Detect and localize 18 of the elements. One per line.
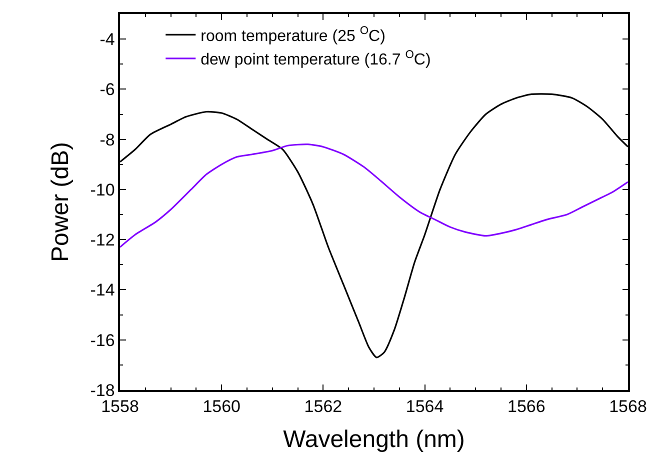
y-tick-label: -18 <box>90 380 115 400</box>
legend-label: room temperature (25 $^{O}$C) <box>200 25 386 45</box>
x-tick-label: 1564 <box>406 397 444 416</box>
legend-label: dew point temperature (16.7 $^{O}$C) <box>200 48 431 69</box>
y-tick-label: -14 <box>90 280 115 300</box>
x-tick-label: 1558 <box>101 397 139 416</box>
y-tick-label: -10 <box>90 180 115 200</box>
y-axis-title: Power (dB) <box>46 142 74 262</box>
y-tick-label: -4 <box>100 30 115 50</box>
y-tick-label: -8 <box>100 130 115 150</box>
x-tick-label: 1568 <box>609 397 647 416</box>
x-tick-label: 1566 <box>507 397 546 416</box>
y-tick-label: -6 <box>100 80 115 100</box>
y-tick-label: -16 <box>90 330 115 350</box>
y-tick-label: -12 <box>90 230 115 250</box>
x-tick-label: 1562 <box>304 397 342 416</box>
x-tick-label: 1560 <box>202 397 241 416</box>
x-axis-title: Wavelength (nm) <box>283 426 465 453</box>
